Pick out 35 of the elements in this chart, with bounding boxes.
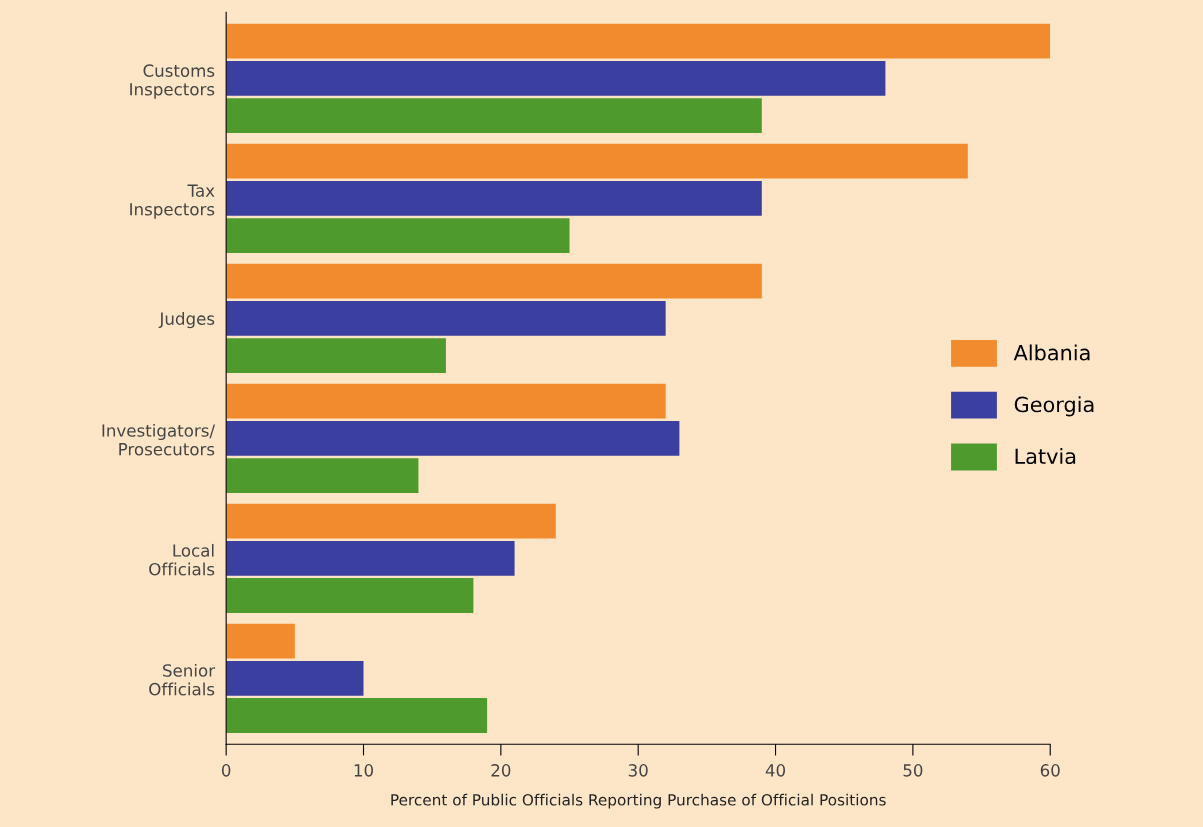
bar: [226, 540, 515, 576]
y-tick-label: Investigators/ Prosecutors: [102, 423, 216, 456]
x-tick-label: 10: [354, 764, 373, 777]
bar: [226, 420, 680, 456]
y-tick-label: Senior Officials: [149, 663, 216, 696]
bar: [226, 578, 474, 613]
legend-label: Albania: [1013, 344, 1090, 361]
bar: [226, 23, 1051, 59]
bar: [226, 218, 570, 253]
bar: [226, 623, 295, 659]
bar: [226, 338, 446, 373]
x-tick-label: 40: [765, 764, 786, 777]
x-axis-title: Percent of Public Officials Reporting Purchase of Official Positions: [391, 793, 886, 809]
bar: [226, 300, 666, 336]
y-tick-label: Tax Inspectors: [130, 184, 215, 219]
bar: [226, 98, 762, 133]
x-tick-label: 20: [491, 764, 511, 777]
bar: [226, 61, 886, 96]
y-tick-label: Local Officials: [149, 543, 215, 576]
bar: [226, 503, 556, 539]
bar: [226, 143, 968, 179]
x-tick-label: 30: [628, 764, 648, 777]
bar: [226, 660, 364, 696]
legend-label: Georgia: [1014, 396, 1094, 417]
bar: [226, 180, 762, 216]
x-tick-label: 50: [903, 764, 923, 777]
legend-label: Latvia: [1015, 447, 1076, 465]
bar: [226, 383, 666, 419]
x-tick-label: 60: [1040, 764, 1060, 777]
bar: [226, 458, 419, 493]
bar: [226, 263, 762, 299]
y-tick-label: Customs Inspectors: [130, 64, 215, 99]
bar: [226, 698, 488, 733]
x-tick-label: 0: [221, 764, 231, 777]
y-tick-label: Judges: [158, 312, 215, 329]
